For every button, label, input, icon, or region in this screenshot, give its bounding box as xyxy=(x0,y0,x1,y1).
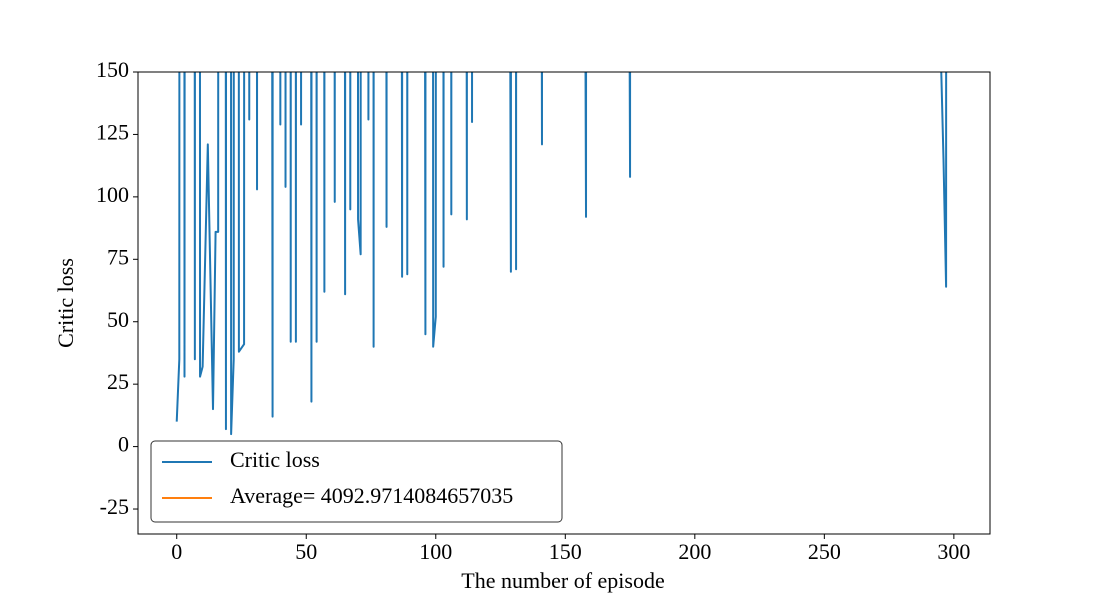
y-axis-label: Critic loss xyxy=(53,258,78,348)
y-tick-label: 25 xyxy=(107,369,129,394)
y-tick-label: 0 xyxy=(118,432,129,457)
x-tick-label: 150 xyxy=(549,539,582,564)
y-tick-label: 100 xyxy=(96,182,129,207)
legend-box xyxy=(150,440,563,523)
legend-label: Critic loss xyxy=(230,447,320,472)
plot-frame xyxy=(137,71,991,535)
x-tick-label: 0 xyxy=(171,539,182,564)
x-tick-label: 300 xyxy=(937,539,970,564)
y-tick-label: 75 xyxy=(107,244,129,269)
x-tick-label: 200 xyxy=(678,539,711,564)
legend-label: Average= 4092.9714084657035 xyxy=(230,483,513,508)
x-axis-label: The number of episode xyxy=(461,568,664,593)
x-tick-label: 250 xyxy=(808,539,841,564)
y-tick-label: 50 xyxy=(107,307,129,332)
line-series xyxy=(175,72,948,436)
x-tick-label: 50 xyxy=(295,539,317,564)
y-tick-label: 125 xyxy=(96,119,129,144)
y-tick-label: 150 xyxy=(96,57,129,82)
y-tick-label: -25 xyxy=(100,494,129,519)
x-tick-label: 100 xyxy=(419,539,452,564)
